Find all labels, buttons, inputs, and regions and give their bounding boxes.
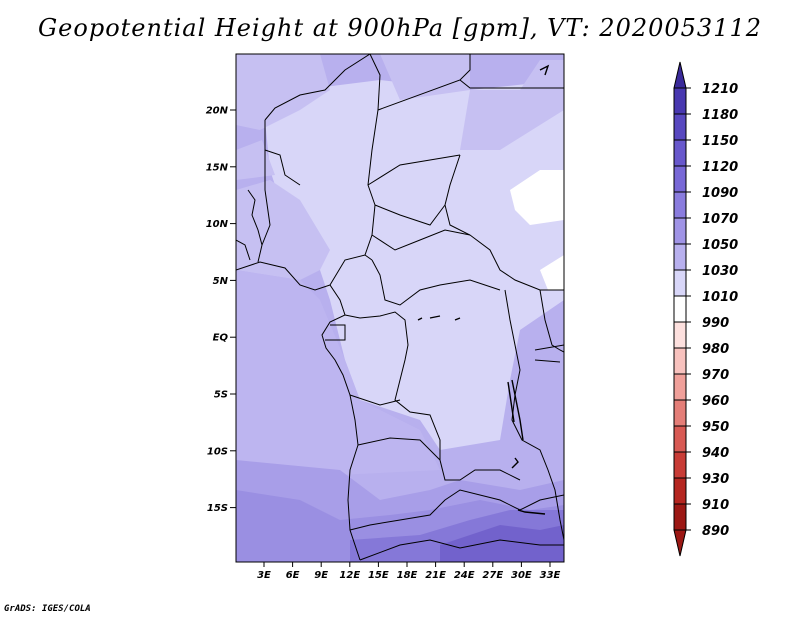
colorbar-label: 1070 [702, 212, 738, 227]
height-field [236, 54, 564, 562]
colorbar-swatch [673, 425, 687, 453]
lat-tick-label: 20N [206, 106, 229, 117]
colorbar-bottom-arrow [673, 529, 687, 557]
colorbar-swatch [673, 87, 687, 115]
colorbar-top-arrow [673, 61, 687, 89]
colorbar-swatch [673, 165, 687, 193]
lon-tick-label: 30E [511, 570, 532, 581]
colorbar-swatch [673, 477, 687, 505]
colorbar-swatch [673, 321, 687, 349]
lon-tick-label: 33E [540, 570, 561, 581]
country-borders [236, 54, 564, 561]
colorbar-swatch [673, 217, 687, 245]
colorbar-label: 1180 [702, 108, 738, 123]
lon-tick-label: 21E [425, 570, 446, 581]
lat-tick-label: 15S [207, 503, 228, 514]
footer-credit: GrADS: IGES/COLA [4, 604, 91, 614]
lat-tick-label: 10N [206, 219, 229, 230]
latitude-axis: 20N 15N 10N 5N EQ 5S 10S 15S [206, 106, 236, 514]
colorbar-swatch [673, 139, 687, 167]
colorbar-swatch [673, 113, 687, 141]
colorbar-label: 890 [702, 524, 729, 539]
lon-tick-label: 27E [482, 570, 503, 581]
colorbar-label: 990 [702, 316, 729, 331]
colorbar-swatch [673, 373, 687, 401]
colorbar-label: 1050 [702, 238, 738, 253]
colorbar-label: 910 [702, 498, 729, 513]
colorbar-swatch [673, 503, 687, 531]
lon-tick-label: 18E [397, 570, 418, 581]
lat-tick-label: 5S [214, 390, 228, 401]
colorbar: 1210 1180 1150 1120 1090 1070 1050 1030 1010 990 9… [673, 61, 738, 557]
colorbar-label: 940 [702, 446, 729, 461]
lat-tick-label: EQ [213, 333, 229, 344]
colorbar-swatch [673, 191, 687, 219]
map-title: Geopotential Height at 900hPa [gpm], VT:… [38, 14, 762, 42]
colorbar-swatch [673, 295, 687, 323]
colorbar-label: 1120 [702, 160, 738, 175]
lon-tick-label: 15E [368, 570, 389, 581]
lat-tick-label: 10S [207, 446, 228, 457]
map-frame [235, 53, 565, 563]
colorbar-swatch [673, 269, 687, 297]
colorbar-swatch [673, 399, 687, 427]
lakes [417, 64, 550, 515]
colorbar-swatch [673, 451, 687, 479]
colorbar-label: 1030 [702, 264, 738, 279]
colorbar-label: 950 [702, 420, 729, 435]
lon-tick-label: 9E [314, 570, 328, 581]
lon-tick-label: 6E [286, 570, 300, 581]
lat-tick-label: 5N [213, 276, 229, 287]
colorbar-swatch [673, 347, 687, 375]
colorbar-swatch [673, 243, 687, 271]
longitude-axis: 3E 6E 9E 12E 15E 18E 21E 24E 27E 30E 33E [257, 562, 561, 581]
lon-tick-label: 24E [454, 570, 475, 581]
lon-tick-label: 12E [339, 570, 360, 581]
colorbar-label: 980 [702, 342, 729, 357]
colorbar-label: 930 [702, 472, 729, 487]
colorbar-label: 960 [702, 394, 729, 409]
lat-tick-label: 15N [206, 162, 229, 173]
colorbar-label: 1010 [702, 290, 738, 305]
colorbar-label: 970 [702, 368, 729, 383]
colorbar-label: 1090 [702, 186, 738, 201]
colorbar-label: 1150 [702, 134, 738, 149]
colorbar-label: 1210 [702, 82, 738, 97]
lon-tick-label: 3E [257, 570, 271, 581]
